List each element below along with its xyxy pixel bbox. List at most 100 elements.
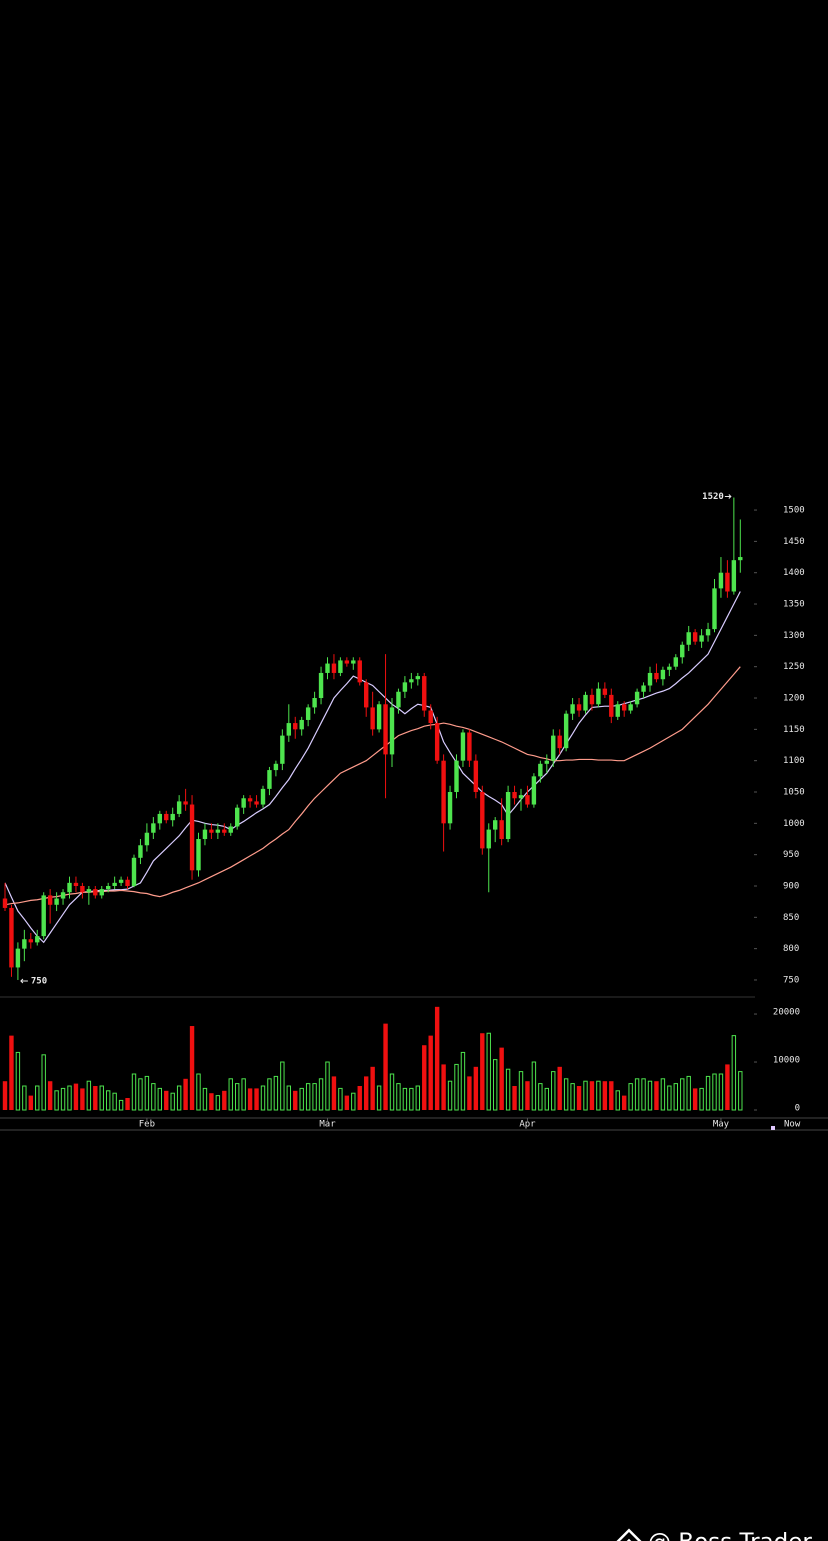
volume-bar [305, 1083, 311, 1111]
volume-bar [538, 1083, 543, 1111]
volume-bar [389, 1073, 395, 1111]
candle-body [647, 672, 653, 686]
candle-body [331, 663, 337, 673]
volume-bar [376, 1085, 382, 1111]
candle-body [228, 826, 233, 833]
volume-bar [454, 1063, 459, 1111]
x-tick-label: Mar [319, 1120, 336, 1130]
volume-bar [434, 1006, 440, 1110]
candle-body [305, 707, 311, 720]
candle-body [125, 879, 130, 886]
volume-bar [447, 1080, 453, 1111]
volume-bar [228, 1078, 233, 1111]
volume-bar [260, 1085, 266, 1111]
candle-body [318, 672, 324, 699]
volume-bar [222, 1090, 227, 1110]
volume-bar [86, 1080, 92, 1111]
y-tick-label: 750 [783, 975, 799, 985]
volume-bar [209, 1093, 214, 1110]
low-label: 750 [31, 976, 47, 986]
volume-bar [383, 1023, 388, 1110]
candle-body [41, 895, 46, 937]
volume-bar [196, 1073, 201, 1111]
candle-body [293, 723, 298, 730]
candle-body [364, 682, 369, 708]
volume-bar [480, 1033, 485, 1110]
volume-bar [54, 1090, 59, 1111]
volume-bar [415, 1085, 421, 1111]
high-arrow [724, 494, 732, 499]
candle-body [286, 723, 291, 736]
candle-body [202, 829, 208, 839]
y-tick-label: 1150 [783, 725, 805, 735]
candle-body [376, 704, 382, 730]
volume-bar [99, 1085, 104, 1111]
candle-body [241, 798, 246, 808]
candle-body [602, 688, 608, 695]
volume-bar [718, 1073, 724, 1111]
y-tick-label: 800 [783, 944, 799, 954]
candle-body [2, 898, 8, 908]
volume-bar [318, 1078, 324, 1111]
candle-body [731, 560, 737, 592]
volume-bar [544, 1087, 549, 1111]
candle-body [15, 948, 21, 968]
candle-body [441, 760, 446, 824]
candle-body [557, 735, 562, 749]
candle-body [344, 660, 350, 664]
candle-body [280, 735, 285, 764]
candle-body [563, 713, 569, 749]
candle-body [699, 635, 704, 642]
volume-bar [47, 1081, 53, 1110]
candle-body [357, 660, 362, 683]
candle-body [247, 798, 253, 802]
volume-bar [15, 1051, 21, 1111]
candle-body [9, 907, 14, 968]
candle-body [131, 857, 137, 886]
candle-body [531, 776, 537, 805]
candle-body [176, 801, 182, 814]
candle-body [576, 704, 582, 711]
volume-bar [325, 1061, 330, 1111]
candle-body [493, 820, 498, 830]
y-tick-label: 1400 [783, 568, 805, 578]
candle-body [518, 795, 524, 799]
candle-body [712, 588, 717, 630]
volume-bar [286, 1085, 292, 1111]
now-marker [771, 1126, 775, 1130]
candle-body [512, 792, 517, 799]
candle-body [338, 660, 343, 673]
candle-body [660, 669, 666, 680]
volume-bar [673, 1083, 678, 1111]
candle-body [151, 823, 156, 833]
candle-body [299, 719, 304, 730]
volume-bar [67, 1085, 72, 1111]
candle-body [525, 795, 530, 805]
y-tick-label: 1100 [783, 756, 805, 766]
high-label: 1520 [702, 492, 724, 502]
volume-bar [35, 1085, 40, 1111]
x-tick-label: Apr [519, 1120, 536, 1130]
low-arrow [20, 978, 28, 984]
candle-body [106, 885, 111, 890]
candle-body [54, 898, 59, 905]
volume-bar [531, 1061, 537, 1111]
candle-body [325, 663, 330, 673]
candle-body [80, 885, 85, 893]
volume-bar [641, 1078, 646, 1111]
watermark: @ Boss Trader_ [648, 1530, 824, 1541]
volume-bar [176, 1085, 182, 1111]
volume-bar [357, 1086, 362, 1110]
candle-body [634, 691, 640, 705]
candle-body [22, 939, 27, 949]
candle-body [389, 707, 395, 755]
volume-bar [654, 1081, 659, 1110]
volume-bar [170, 1092, 175, 1111]
volume-bar [622, 1095, 627, 1110]
candle-body [383, 704, 388, 755]
candle-body [583, 694, 588, 711]
volume-bar [157, 1087, 163, 1111]
candle-body [499, 820, 504, 839]
volume-bar [293, 1090, 298, 1110]
